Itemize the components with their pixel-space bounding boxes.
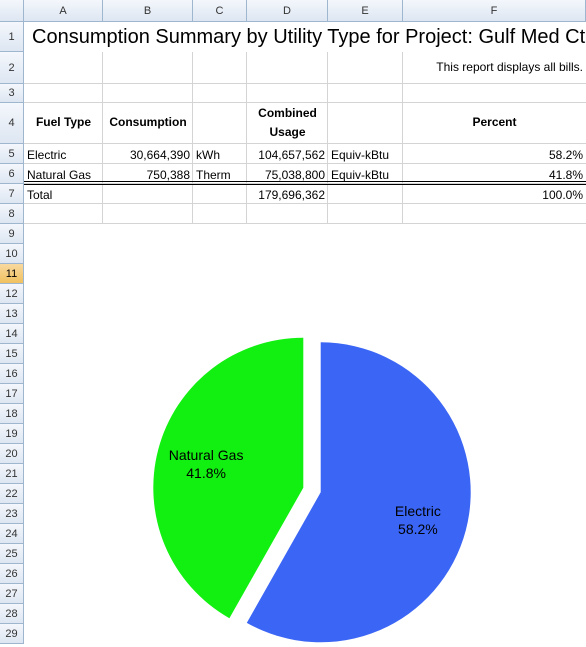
grid-line	[24, 203, 586, 204]
row-header: 9	[0, 224, 24, 244]
grid-line	[102, 52, 103, 224]
row-header: 20	[0, 444, 24, 464]
cell: Electric	[27, 148, 67, 162]
cell: 104,657,562	[258, 148, 325, 162]
row-header: 28	[0, 604, 24, 624]
row-header: 29	[0, 624, 24, 644]
column-header: D	[247, 0, 328, 22]
row-header: 23	[0, 504, 24, 524]
cell: 58.2%	[548, 148, 583, 162]
row-header: 3	[0, 84, 24, 103]
cell: Natural Gas	[27, 168, 92, 182]
grid-line	[246, 52, 247, 224]
cell: 100.0%	[542, 188, 583, 202]
cell: Equiv-kBtu	[331, 148, 390, 162]
row-header: 14	[0, 324, 24, 344]
row-header: 13	[0, 304, 24, 324]
grid-line	[24, 143, 586, 144]
cell: Combined Usage	[258, 105, 317, 139]
row-header: 15	[0, 344, 24, 364]
cell: This report displays all bills.	[436, 60, 583, 74]
cell: Consumption	[109, 115, 187, 129]
column-header: A	[24, 0, 103, 22]
grid-line	[24, 223, 586, 224]
grid-line	[24, 183, 586, 184]
row-header: 8	[0, 204, 24, 224]
cell: 750,388	[146, 168, 190, 182]
row-header: 4	[0, 103, 24, 144]
row-header: 2	[0, 52, 24, 84]
row-header: 6	[0, 164, 24, 184]
row-header: 21	[0, 464, 24, 484]
cell: Fuel Type	[35, 115, 92, 129]
row-header: 11	[0, 264, 24, 284]
row-header: 12	[0, 284, 24, 304]
cell: Percent	[472, 115, 517, 129]
corner	[0, 0, 24, 22]
row-header: 25	[0, 544, 24, 564]
row-header: 7	[0, 184, 24, 204]
grid-line	[24, 102, 586, 103]
slice-value-label: 58.2%	[398, 521, 438, 537]
cell: Therm	[196, 168, 231, 182]
slice-value-label: 41.8%	[186, 465, 226, 481]
grid-line	[24, 163, 586, 164]
pie-slice	[153, 337, 304, 619]
pie-slice	[246, 342, 471, 643]
column-header: C	[193, 0, 247, 22]
row-header: 27	[0, 584, 24, 604]
cell: 30,664,390	[129, 148, 190, 162]
grid-line	[192, 52, 193, 224]
row-header: 18	[0, 404, 24, 424]
row-header: 19	[0, 424, 24, 444]
cell: Total	[27, 188, 53, 202]
grid-line	[327, 52, 328, 224]
cell: 41.8%	[548, 168, 583, 182]
cell: 75,038,800	[264, 168, 325, 182]
cell: Consumption Summary by Utility Type for …	[24, 22, 586, 52]
column-header: B	[103, 0, 193, 22]
grid-line	[24, 83, 586, 84]
row-header: 16	[0, 364, 24, 384]
column-header: E	[328, 0, 403, 22]
row-header: 24	[0, 524, 24, 544]
slice-label: Electric	[395, 503, 441, 519]
cell: Equiv-kBtu	[331, 168, 390, 182]
row-header: 22	[0, 484, 24, 504]
cell: 179,696,362	[258, 188, 325, 202]
row-header: 1	[0, 22, 24, 52]
double-border	[24, 181, 586, 185]
grid-line	[402, 52, 403, 224]
row-header: 5	[0, 144, 24, 164]
slice-label: Natural Gas	[169, 447, 244, 463]
row-header: 26	[0, 564, 24, 584]
row-header: 17	[0, 384, 24, 404]
row-header: 10	[0, 244, 24, 264]
cell: kWh	[196, 148, 220, 162]
